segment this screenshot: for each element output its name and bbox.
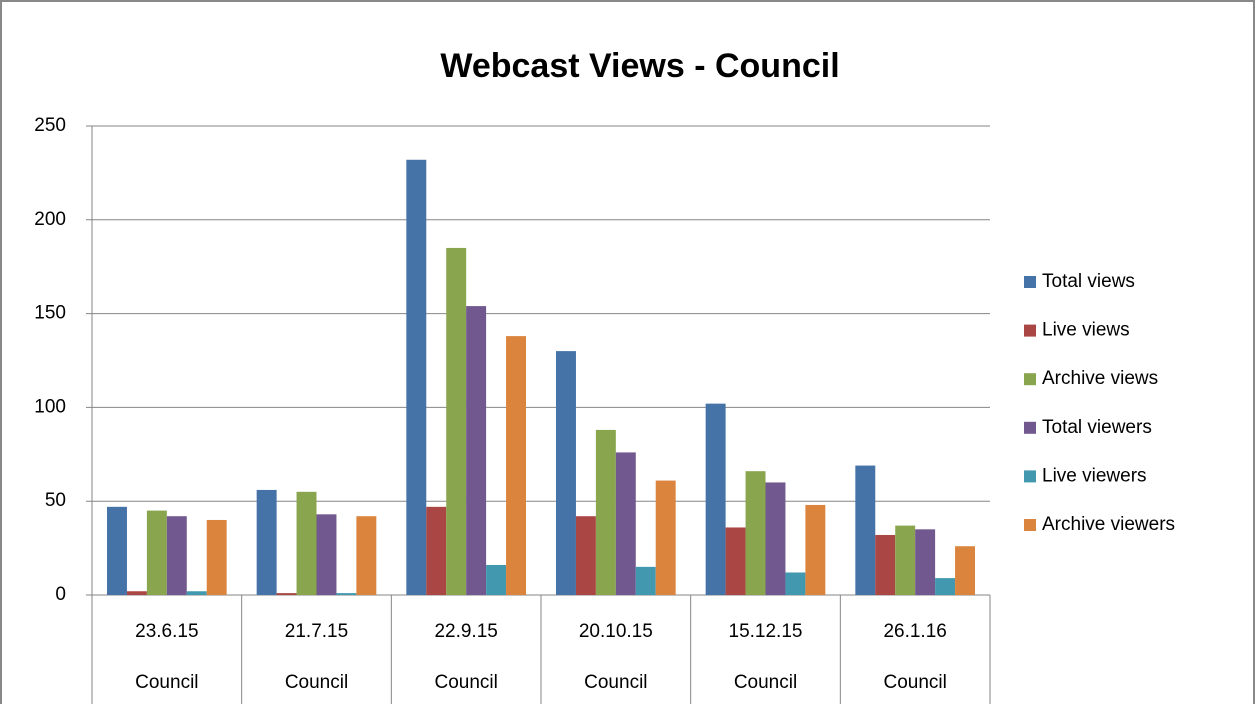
bar [805,504,826,595]
bar [126,591,147,595]
x-group-label: Council [434,672,497,693]
bar [745,471,766,595]
bar [486,564,507,595]
x-tick-label: 20.10.15 [579,621,653,642]
y-tick-label: 0 [55,584,66,605]
legend-label: Archive viewers [1042,514,1175,535]
legend-label: Live viewers [1042,465,1147,486]
bar [107,506,127,595]
legend-swatch [1024,421,1036,434]
x-tick-label: 22.9.15 [434,621,497,642]
bar [556,351,576,595]
x-tick-label: 21.7.15 [285,621,348,642]
bar [316,514,337,595]
legend-swatch [1024,373,1036,386]
bar [725,527,746,595]
bar [406,159,427,595]
y-tick-label: 150 [34,303,66,324]
bar [895,525,916,595]
x-tick-label: 15.12.15 [729,621,803,642]
legend-swatch [1024,324,1036,337]
x-group-label: Council [285,672,348,693]
bar [705,403,726,595]
bar [206,519,227,595]
bar [855,465,876,595]
bar [186,591,207,595]
x-tick-label: 23.6.15 [135,621,198,642]
bar [655,480,676,595]
bar [146,510,167,595]
x-tick-label: 26.1.16 [883,621,946,642]
bar [875,534,896,595]
legend-label: Total viewers [1042,417,1152,438]
bar [296,491,317,595]
bar [426,506,447,595]
bar [276,593,297,595]
legend-swatch [1024,470,1036,483]
x-group-label: Council [135,672,198,693]
legend-swatch [1024,276,1036,288]
bar [915,529,936,595]
y-tick-label: 100 [34,396,66,417]
bar [506,336,526,595]
x-group-label: Council [734,672,797,693]
bar [575,516,596,595]
x-group-label: Council [584,672,647,693]
bar [785,572,806,595]
chart-title: Webcast Views - Council [440,47,839,85]
legend-label: Live views [1042,320,1130,341]
bar [595,429,616,595]
bar [336,593,357,595]
bar [935,578,956,595]
legend-label: Total views [1042,271,1135,292]
x-group-label: Council [883,672,946,693]
bar [615,452,636,595]
y-tick-label: 50 [45,490,66,511]
bar [955,546,975,595]
bar [466,306,487,595]
bar [356,516,377,595]
y-tick-label: 250 [34,115,66,136]
legend-swatch [1024,519,1036,531]
bar [166,516,187,595]
bar [765,482,786,595]
bar [256,489,277,595]
y-tick-label: 200 [34,209,66,230]
bar [635,566,656,595]
legend-label: Archive views [1042,368,1158,389]
bar [446,247,467,595]
